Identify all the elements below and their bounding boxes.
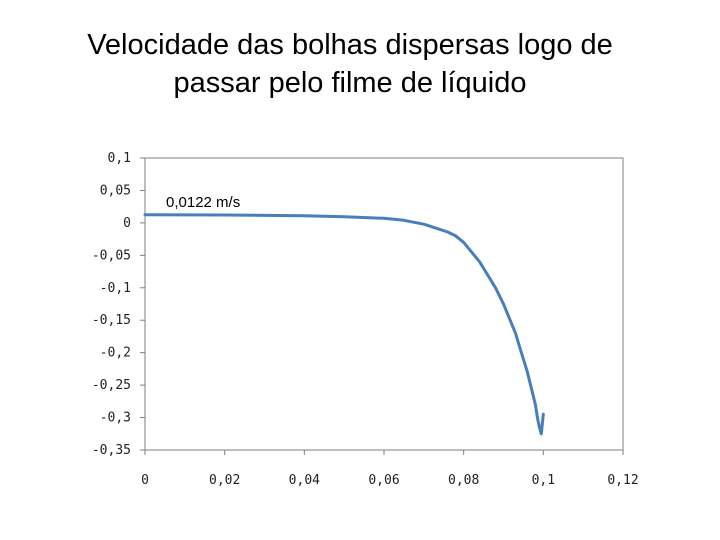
y-tick-label: -0,2 [100,346,131,361]
y-tick-label: 0,05 [100,183,131,198]
y-tick-label: 0 [123,216,131,231]
axes: 0,1 0,05 0 -0,05 -0,1 -0,15 -0,2 -0,25 -0,3 -0,35… [92,151,639,488]
speed-annotation: 0,0122 m/s [166,194,240,211]
y-tick-label: -0,35 [92,443,131,458]
series-line [143,213,545,436]
y-tick-label: -0,3 [100,411,131,426]
x-tick-label: 0,1 [532,473,555,488]
x-tick-label: 0,04 [289,473,320,488]
y-tick-label: -0,05 [92,248,131,263]
y-tick-label: -0,15 [92,313,131,328]
x-tick-label: 0,06 [368,473,399,488]
chart-title: Velocidade das bolhas dispersas logo de … [0,26,700,102]
y-tick-label: -0,1 [100,281,131,296]
chart-title-line-1: Velocidade das bolhas dispersas logo de [87,29,613,61]
x-tick-label: 0,12 [607,473,638,488]
y-tick-label: -0,25 [92,378,131,393]
x-tick-label: 0 [141,473,149,488]
y-tick-label: 0,1 [108,151,131,166]
x-tick-label: 0,08 [448,473,479,488]
chart-title-line-2: passar pelo filme de líquido [173,67,527,99]
plot-area-border [144,157,624,451]
x-tick-label: 0,02 [209,473,240,488]
